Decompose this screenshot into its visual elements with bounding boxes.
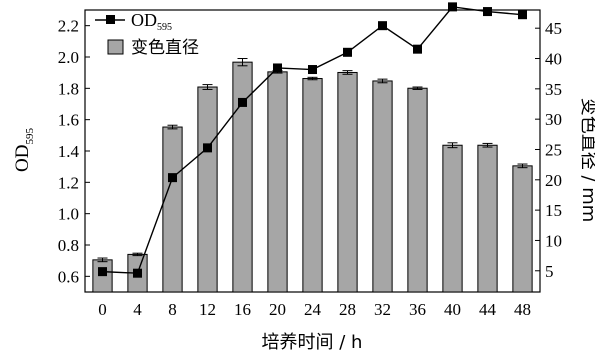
od-point-0 [98, 267, 107, 277]
legend-od-main: OD [131, 10, 157, 30]
od-point-44 [483, 7, 492, 17]
bar-44 [477, 144, 498, 293]
bar-28 [337, 71, 358, 293]
od-point-48 [518, 10, 527, 20]
legend-bar-swatch [107, 39, 124, 55]
x-tick-label: 0 [98, 300, 107, 319]
left-tick-label: 1.2 [58, 173, 79, 192]
x-tick-label: 16 [234, 300, 251, 319]
x-tick-label: 24 [304, 300, 322, 319]
x-axis: 0 4 8 12 16 20 24 28 32 36 40 44 48 [98, 300, 531, 319]
x-tick-label: 40 [444, 300, 461, 319]
left-tick-label: 2.0 [58, 48, 79, 67]
y-axis-right-label: 变色直径 / mm [578, 98, 595, 223]
legend-od-label: OD595 [131, 10, 172, 33]
od-point-24 [308, 65, 317, 75]
od-point-20 [273, 63, 282, 73]
x-tick-label: 32 [374, 300, 391, 319]
right-tick-label: 15 [545, 201, 562, 220]
line-series [98, 2, 527, 278]
right-tick-label: 35 [545, 80, 562, 99]
od-point-8 [168, 173, 177, 183]
legend: OD595 变色直径 [95, 10, 199, 58]
left-tick-label: 2.2 [58, 17, 79, 36]
left-tick-label: 0.6 [58, 267, 79, 286]
left-tick-label: 1.0 [58, 205, 79, 224]
right-tick-label: 30 [545, 110, 562, 129]
bar-8 [162, 126, 183, 293]
od-point-40 [448, 2, 457, 12]
right-tick-label: 45 [545, 19, 562, 38]
bar-36 [407, 87, 428, 293]
bar-40 [442, 144, 463, 293]
right-tick-label: 5 [545, 262, 554, 281]
bar-20 [267, 71, 288, 293]
left-tick-label: 1.8 [58, 79, 79, 98]
od-point-36 [413, 44, 422, 54]
bar-24 [302, 78, 323, 293]
right-tick-label: 20 [545, 171, 562, 190]
legend-od-sub: 595 [157, 22, 172, 33]
right-tick-label: 10 [545, 231, 562, 250]
od-point-12 [203, 143, 212, 153]
right-tick-label: 40 [545, 50, 562, 69]
left-tick-label: 0.8 [58, 236, 79, 255]
legend-square-marker [106, 15, 115, 24]
bar-12 [197, 86, 218, 293]
left-tick-label: 1.6 [58, 111, 79, 130]
error-bars [97, 58, 528, 263]
bar-48 [512, 165, 533, 293]
right-axis: 5 10 15 20 25 30 35 40 45 [535, 19, 562, 281]
y-axis-left-label-main: OD [12, 145, 33, 172]
y-axis-left-label: OD595 [12, 128, 36, 172]
left-tick-label: 1.4 [58, 142, 80, 161]
right-tick-label: 25 [545, 140, 562, 159]
od-point-32 [378, 21, 387, 31]
x-tick-label: 28 [339, 300, 356, 319]
od-point-28 [343, 47, 352, 57]
x-tick-label: 44 [479, 300, 497, 319]
x-tick-label: 8 [168, 300, 177, 319]
x-tick-label: 48 [514, 300, 531, 319]
x-tick-label: 12 [199, 300, 216, 319]
bar-series [92, 61, 533, 293]
od-point-4 [133, 268, 142, 278]
x-axis-label: 培养时间 / h [262, 332, 363, 353]
legend-bar-label: 变色直径 [131, 38, 199, 58]
od-point-16 [238, 97, 247, 107]
y-axis-left-label-sub: 595 [24, 128, 36, 145]
bar-32 [372, 80, 393, 293]
x-tick-label: 20 [269, 300, 286, 319]
x-tick-label: 4 [133, 300, 142, 319]
x-tick-label: 36 [409, 300, 426, 319]
left-axis: 0.6 0.8 1.0 1.2 1.4 1.6 1.8 2.0 2.2 [58, 17, 90, 286]
